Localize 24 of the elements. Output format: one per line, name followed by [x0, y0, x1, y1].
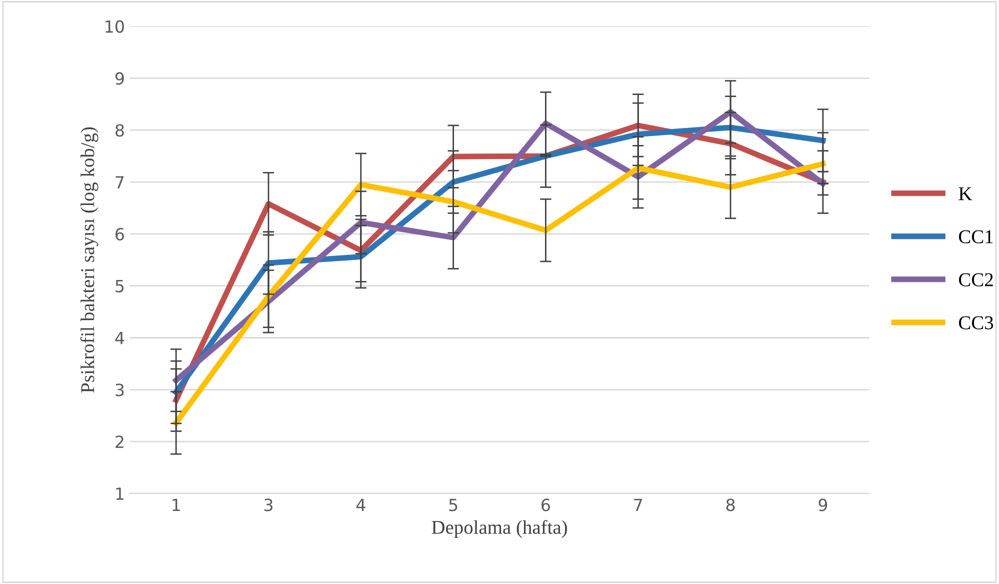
y-axis-title: Psikrofil bakteri sayısı (log kob/g)	[80, 127, 98, 393]
y-tick-label: 3	[116, 384, 124, 396]
x-axis-title: Depolama (hafta)	[432, 520, 567, 538]
y-tick-label: 6	[116, 228, 124, 240]
y-tick-label: 4	[115, 332, 124, 344]
legend-label: K	[958, 187, 972, 200]
y-tick-label: 2	[116, 436, 124, 448]
legend-label: CC3	[958, 316, 994, 330]
legend-label: CC1	[958, 230, 993, 244]
y-tick-label: 9	[115, 72, 124, 85]
x-tick-label: 6	[542, 498, 550, 512]
y-tick-label: 5	[116, 280, 124, 292]
x-tick-label: 5	[449, 498, 458, 512]
x-tick-label: 9	[818, 498, 828, 512]
y-tick-label: 10	[106, 20, 124, 33]
y-tick-label: 7	[116, 176, 124, 188]
x-tick-label: 7	[634, 498, 642, 512]
legend-label: CC2	[958, 273, 993, 286]
x-tick-label: 1	[172, 498, 180, 512]
y-tick-label: 1	[116, 488, 124, 500]
x-tick-label: 4	[356, 498, 366, 512]
y-tick-label: 8	[116, 124, 124, 137]
x-tick-label: 8	[726, 498, 735, 512]
x-tick-label: 3	[264, 498, 272, 512]
